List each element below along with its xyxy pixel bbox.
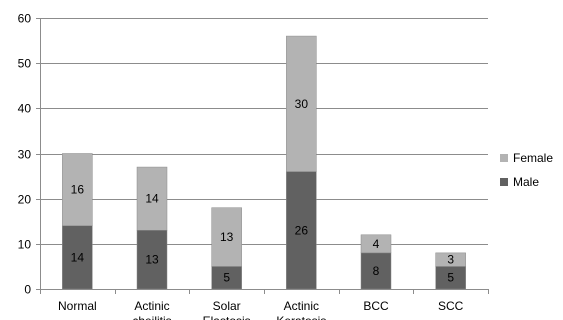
axes: 0 10 20 30 40 50 60 Normal Actiniccheilitis Solar… bbox=[18, 12, 489, 320]
bar-segment-female bbox=[435, 252, 466, 267]
data-label-male: 5 bbox=[223, 271, 230, 285]
data-label-female: 14 bbox=[145, 192, 159, 206]
data-label-male: 8 bbox=[373, 264, 380, 278]
legend-label-male: Male bbox=[513, 175, 539, 189]
bar-segment-male bbox=[62, 225, 93, 290]
y-tick-label: 60 bbox=[18, 12, 32, 26]
data-label-female: 13 bbox=[220, 230, 234, 244]
x-tick-label: ActinicKeratosis bbox=[276, 299, 326, 320]
data-label-male: 13 bbox=[145, 253, 159, 267]
bar-segment-male bbox=[286, 171, 317, 290]
legend-label-female: Female bbox=[513, 151, 553, 165]
x-tick-label: SCC bbox=[438, 299, 464, 313]
legend-swatch-female bbox=[500, 154, 508, 162]
data-label-female: 3 bbox=[447, 253, 454, 267]
data-label-female: 30 bbox=[295, 97, 309, 111]
x-tick-label: Actiniccheilitis bbox=[132, 299, 171, 320]
x-tick-label: Normal bbox=[58, 299, 97, 313]
data-label-female: 16 bbox=[71, 183, 85, 197]
data-label-male: 5 bbox=[447, 271, 454, 285]
bar-segment-female bbox=[286, 35, 317, 172]
x-tick-label: SolarElastosis bbox=[203, 299, 251, 320]
y-tick-label: 0 bbox=[24, 283, 31, 297]
bar-segment-female bbox=[360, 234, 392, 254]
y-tick-label: 50 bbox=[18, 57, 32, 71]
legend-swatch-male bbox=[500, 178, 508, 186]
bars bbox=[62, 35, 466, 290]
bar-segment-female bbox=[136, 166, 168, 231]
y-tick-label: 10 bbox=[18, 238, 32, 252]
bar-segment-female bbox=[62, 153, 93, 227]
y-tick-label: 20 bbox=[18, 193, 32, 207]
gridlines bbox=[40, 18, 488, 245]
x-tick-label: BCC bbox=[363, 299, 389, 313]
bar-segment-male bbox=[136, 230, 168, 290]
legend: Female Male bbox=[500, 151, 553, 189]
y-tick-label: 30 bbox=[18, 148, 32, 162]
data-label-female: 4 bbox=[373, 237, 380, 251]
data-labels: 14 16 13 14 5 13 26 30 8 4 5 3 bbox=[71, 97, 455, 285]
bar-segment-male bbox=[360, 252, 392, 290]
bar-segment-female bbox=[211, 207, 242, 267]
y-tick-label: 40 bbox=[18, 102, 32, 116]
data-label-male: 14 bbox=[71, 250, 85, 264]
data-label-male: 26 bbox=[295, 223, 309, 237]
